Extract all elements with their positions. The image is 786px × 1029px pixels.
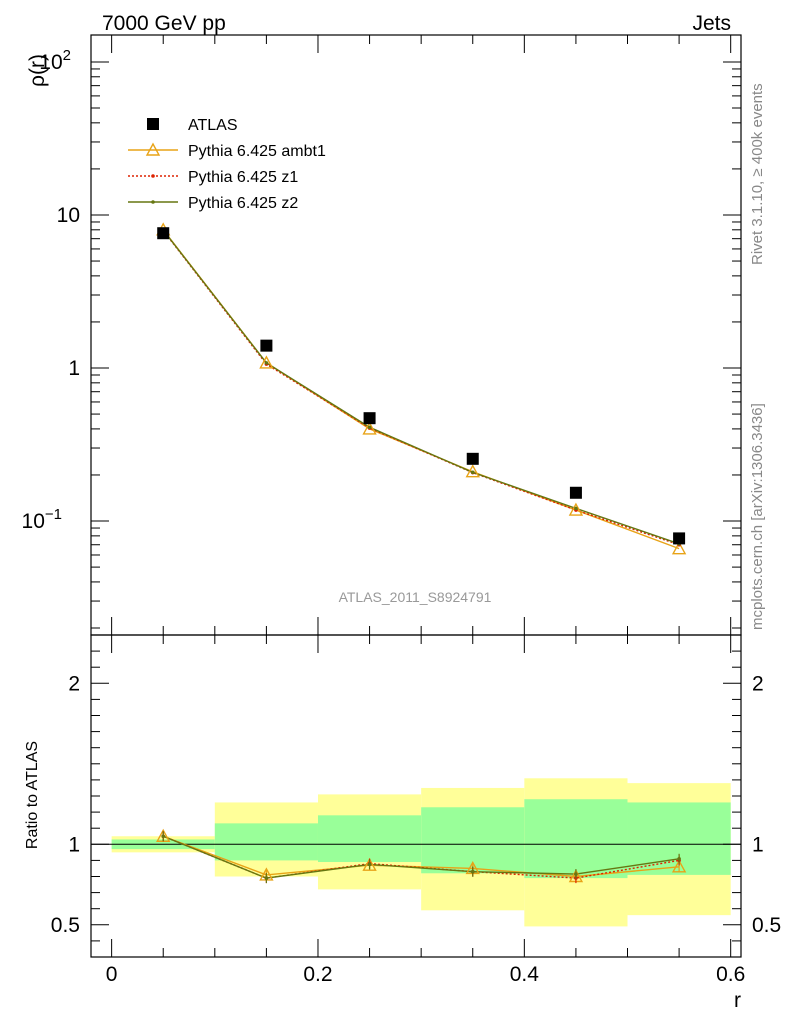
- header-left-label: 7000 GeV pp: [102, 12, 226, 35]
- mcplots-side-label: mcplots.cern.ch [arXiv:1306.3436]: [749, 403, 766, 630]
- ratio-point-0-5: [671, 859, 687, 873]
- ratio-point-2-5: [677, 856, 681, 861]
- main-point-0-1: [260, 339, 273, 352]
- main-point-1-5: [671, 541, 687, 555]
- main-y-tick-label-3: 102: [39, 47, 71, 74]
- ratio-point-2-1: [264, 876, 269, 880]
- ratio-y-axis-label: Ratio to ATLAS: [24, 741, 41, 849]
- ratio-point-2-3: [470, 869, 475, 874]
- main-series-line-3: [162, 229, 680, 545]
- main-y-tick-label-0: 10−1: [22, 506, 62, 533]
- ratio-series-line-2: [162, 835, 680, 879]
- ratio-point-2-2: [367, 862, 372, 867]
- legend-marker-3: [151, 200, 155, 204]
- main-point-0-5: [673, 532, 686, 545]
- legend-marker-1: [145, 142, 161, 156]
- main-point-1-4: [568, 502, 584, 516]
- main-y-tick-label-2: 10: [57, 204, 80, 227]
- watermark-label: ATLAS_2011_S8924791: [339, 589, 492, 605]
- main-point-3-3: [470, 470, 475, 475]
- ratio-series-line-0: [162, 835, 680, 878]
- ratio-y-tick-label-right-0: 0.5: [752, 914, 781, 937]
- ratio-point-2-0: [161, 834, 166, 839]
- x-tick-label-0: 0: [106, 963, 118, 986]
- ratio-y-tick-label-right-1: 1: [752, 833, 764, 856]
- ratio-stat-band-2: [317, 815, 422, 863]
- ratio-y-tick-label-left-1: 1: [68, 833, 80, 856]
- main-point-0-2: [363, 412, 376, 425]
- x-tick-label-3: 0.6: [716, 963, 745, 986]
- main-point-3-2: [367, 425, 372, 430]
- ratio-y-tick-label-right-2: 2: [752, 672, 764, 695]
- ratio-point-0-2: [362, 857, 377, 871]
- rivet-side-label: Rivet 3.1.10, ≥ 400k events: [749, 83, 766, 265]
- ratio-y-tick-label-left-0: 0.5: [51, 914, 80, 937]
- ratio-stat-band-1: [214, 823, 318, 861]
- main-series-line-1: [162, 229, 680, 550]
- main-point-1-3: [465, 464, 480, 478]
- x-tick-label-2: 0.4: [510, 963, 540, 986]
- legend-marker-2: [151, 174, 155, 178]
- legend-label-1: Pythia 6.425 ambt1: [188, 143, 326, 160]
- legend-label-2: Pythia 6.425 z1: [188, 169, 298, 186]
- x-tick-label-1: 0.2: [303, 963, 332, 986]
- main-point-0-0: [157, 227, 170, 240]
- legend-label-0: ATLAS: [188, 117, 238, 134]
- main-point-3-4: [574, 506, 578, 511]
- ratio-y-tick-label-left-2: 2: [68, 672, 80, 695]
- main-point-0-4: [569, 486, 582, 499]
- legend-label-3: Pythia 6.425 z2: [188, 195, 298, 212]
- ratio-stat-band-4: [524, 799, 628, 879]
- ratio-point-2-4: [574, 872, 578, 876]
- header-right-label: Jets: [692, 12, 731, 35]
- main-y-axis-label: ρ(r): [26, 54, 49, 87]
- ratio-plot-frame: [90, 634, 742, 958]
- main-point-0-3: [466, 452, 479, 465]
- main-point-1-2: [362, 421, 377, 435]
- main-point-1-1: [259, 355, 274, 369]
- main-series-line-2: [162, 230, 680, 546]
- x-axis-label: r: [734, 989, 741, 1012]
- main-point-3-1: [264, 361, 269, 365]
- main-y-tick-label-1: 1: [68, 357, 80, 380]
- legend-marker-0: [147, 118, 159, 130]
